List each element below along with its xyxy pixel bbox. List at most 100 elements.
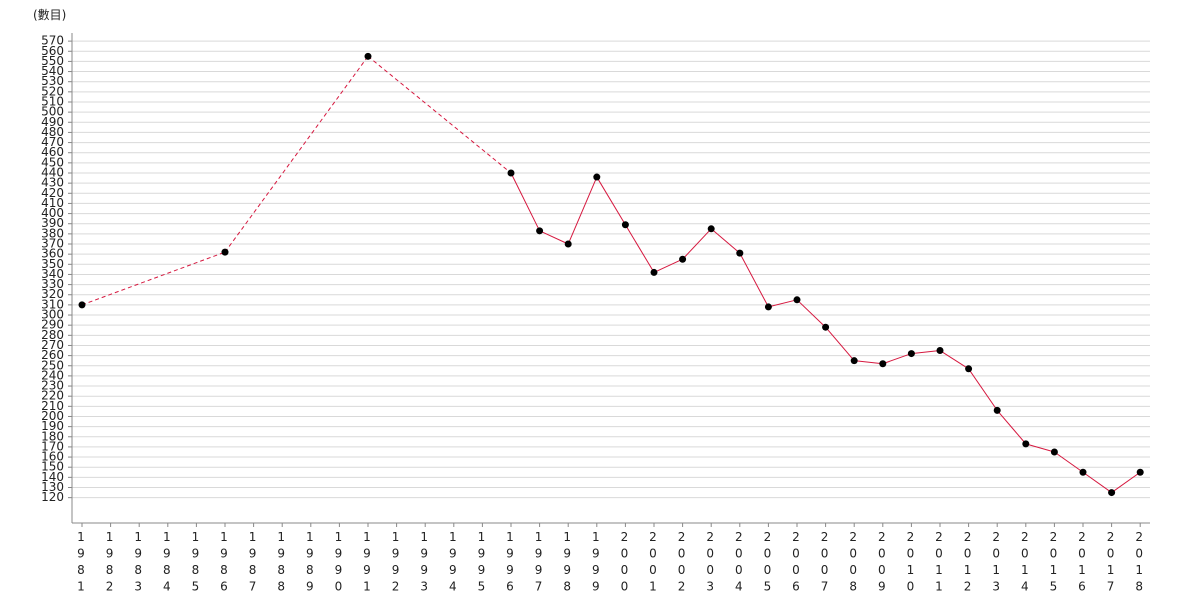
y-tick-label: 230 [41,379,64,393]
y-tick-label: 510 [41,94,64,108]
point [364,52,372,60]
x-tick-label: 1982 [103,530,117,596]
x-tick-label: 1981 [74,530,88,596]
line-segment [939,350,969,370]
line-segment [1054,451,1084,473]
line-segment [968,368,998,411]
line-segment [710,228,741,254]
line-segment [596,176,626,225]
x-tick-label: 2008 [846,530,860,596]
y-tick-label: 140 [41,470,64,484]
x-tick-label: 1985 [188,530,202,596]
point [593,173,601,181]
line-bridge [81,251,226,306]
line-segment [882,353,912,365]
point [1136,468,1144,476]
point [764,303,772,311]
y-tick-label: 160 [41,450,64,464]
x-tick-label: 2017 [1104,530,1118,596]
y-tick-label: 550 [41,54,64,68]
point [993,406,1001,414]
y-tick-label: 250 [41,358,64,372]
line-segment [1025,443,1055,453]
point [650,268,658,276]
x-tick-label: 1986 [217,530,231,596]
y-tick-label: 440 [41,166,64,180]
y-tick-label: 380 [41,226,64,240]
x-tick-label: 1992 [389,530,403,596]
y-tick-label: 540 [41,64,64,78]
point [679,255,687,263]
y-tick-label: 450 [41,155,64,169]
y-tick-label: 240 [41,368,64,382]
line-segment [911,350,941,355]
y-tick-label: 120 [41,490,64,504]
y-tick-label: 270 [41,338,64,352]
x-tick-label: 2018 [1132,530,1146,596]
y-tick-label: 490 [41,115,64,129]
x-tick-label: 2003 [703,530,717,596]
y-tick-label: 320 [41,287,64,301]
y-tick-label: 260 [41,348,64,362]
y-tick-label: 480 [41,125,64,139]
x-tick-label: 1989 [303,530,317,596]
line-segment [739,252,769,308]
x-tick-label: 2011 [932,530,946,596]
line-segment [796,299,826,328]
point [221,248,229,256]
y-tick-label: 210 [41,399,64,413]
x-tick-label: 2005 [760,530,774,596]
y-tick-label: 530 [41,74,64,88]
y-tick-label: 570 [41,34,64,48]
y-tick-label: 400 [41,206,64,220]
y-tick-label: 560 [41,44,64,58]
x-tick-label: 2014 [1018,530,1032,596]
y-tick-label: 500 [41,105,64,119]
x-tick-label: 1991 [360,530,374,596]
line-segment [1082,471,1112,493]
y-tick-label: 330 [41,277,64,291]
y-tick-label: 170 [41,439,64,453]
y-tick-label: 150 [41,460,64,474]
x-tick-label: 2006 [789,530,803,596]
y-tick-label: 430 [41,176,64,190]
y-tick-label: 370 [41,237,64,251]
x-tick-label: 2001 [646,530,660,596]
line-segment [510,172,541,232]
x-tick-label: 2015 [1046,530,1060,596]
x-tick-label: 2010 [903,530,917,596]
point [936,347,944,355]
line-bridge [367,55,512,174]
point [507,169,515,177]
x-tick-label: 1990 [331,530,345,596]
x-tick-label: 1988 [274,530,288,596]
point [564,240,572,248]
y-axis-label: (數目) [33,8,66,22]
x-tick-label: 1995 [474,530,488,596]
line-segment [854,360,883,365]
y-tick-label: 410 [41,196,64,210]
point [850,357,858,365]
line-segment [996,410,1027,445]
x-tick-label: 1996 [503,530,517,596]
point [822,323,830,331]
line-segment [768,299,798,308]
x-tick-label: 2000 [617,530,631,596]
x-tick-label: 2002 [675,530,689,596]
y-tick-label: 280 [41,328,64,342]
y-tick-label: 360 [41,247,64,261]
x-tick-label: 1984 [160,530,174,596]
point [879,360,887,368]
y-tick-label: 200 [41,409,64,423]
y-tick-label: 340 [41,267,64,281]
y-tick-label: 470 [41,135,64,149]
line-segment [1111,471,1141,493]
point [1050,448,1058,456]
point [536,227,544,235]
point [78,301,86,309]
y-tick-label: 220 [41,389,64,403]
x-tick-label: 1998 [560,530,574,596]
x-tick-label: 1997 [532,530,546,596]
y-tick-label: 300 [41,308,64,322]
line-bridge [224,56,369,253]
